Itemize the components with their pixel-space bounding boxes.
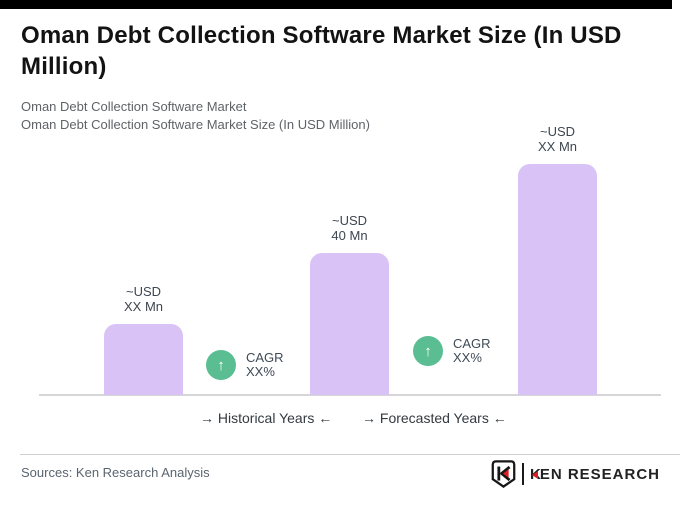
bar-value-label-1: ~USD XX Mn (124, 284, 163, 314)
cagr-label: CAGR (246, 350, 284, 365)
logo-wordmark: KEN RESEARCH (530, 466, 660, 483)
source-text: Sources: Ken Research Analysis (21, 465, 210, 480)
logo-red-triangle-icon (531, 470, 538, 479)
logo-rest-text: EN RESEARCH (539, 465, 660, 483)
chart-subtitle-2: Oman Debt Collection Software Market Siz… (21, 117, 370, 132)
bar-forecast-year (518, 164, 597, 395)
bar-value-label-3-line2: XX Mn (537, 139, 578, 154)
logo-divider (521, 463, 524, 485)
forecasted-years-label: → Forecasted Years ← (362, 410, 507, 426)
chart-subtitle-1: Oman Debt Collection Software Market (21, 99, 247, 114)
x-axis-line (39, 394, 661, 396)
cagr-label: CAGR (453, 336, 491, 351)
bar-value-label-2-line1: ~USD (331, 213, 368, 228)
top-black-bar (0, 0, 672, 9)
bar-current-year (310, 253, 389, 395)
page-title: Oman Debt Collection Software Market Siz… (21, 22, 622, 80)
footer-divider (20, 454, 680, 455)
ken-research-logo: KEN RESEARCH (491, 460, 660, 488)
bar-value-label-3: ~USD XX Mn (538, 124, 577, 154)
bar-value-label-2-line2: 40 Mn (331, 228, 368, 243)
up-arrow-icon: ↑ (206, 350, 236, 380)
cagr-badge-historical-text: CAGR XX% (246, 350, 284, 379)
up-arrow-icon: ↑ (413, 336, 443, 366)
bar-value-label-2: ~USD 40 Mn (331, 213, 367, 243)
bar-value-label-3-line1: ~USD (539, 124, 576, 139)
ken-research-shield-icon (491, 460, 516, 488)
cagr-value: XX% (246, 364, 275, 379)
cagr-value: XX% (453, 350, 482, 365)
bar-historical-start (104, 324, 183, 395)
cagr-badge-forecast-text: CAGR XX% (453, 336, 491, 365)
bar-value-label-1-line1: ~USD (125, 284, 162, 299)
bar-value-label-1-line2: XX Mn (123, 299, 164, 314)
cagr-badge-forecast: ↑ CAGR XX% (413, 336, 491, 366)
historical-years-label: → Historical Years ← (200, 410, 333, 426)
cagr-badge-historical: ↑ CAGR XX% (206, 350, 284, 380)
